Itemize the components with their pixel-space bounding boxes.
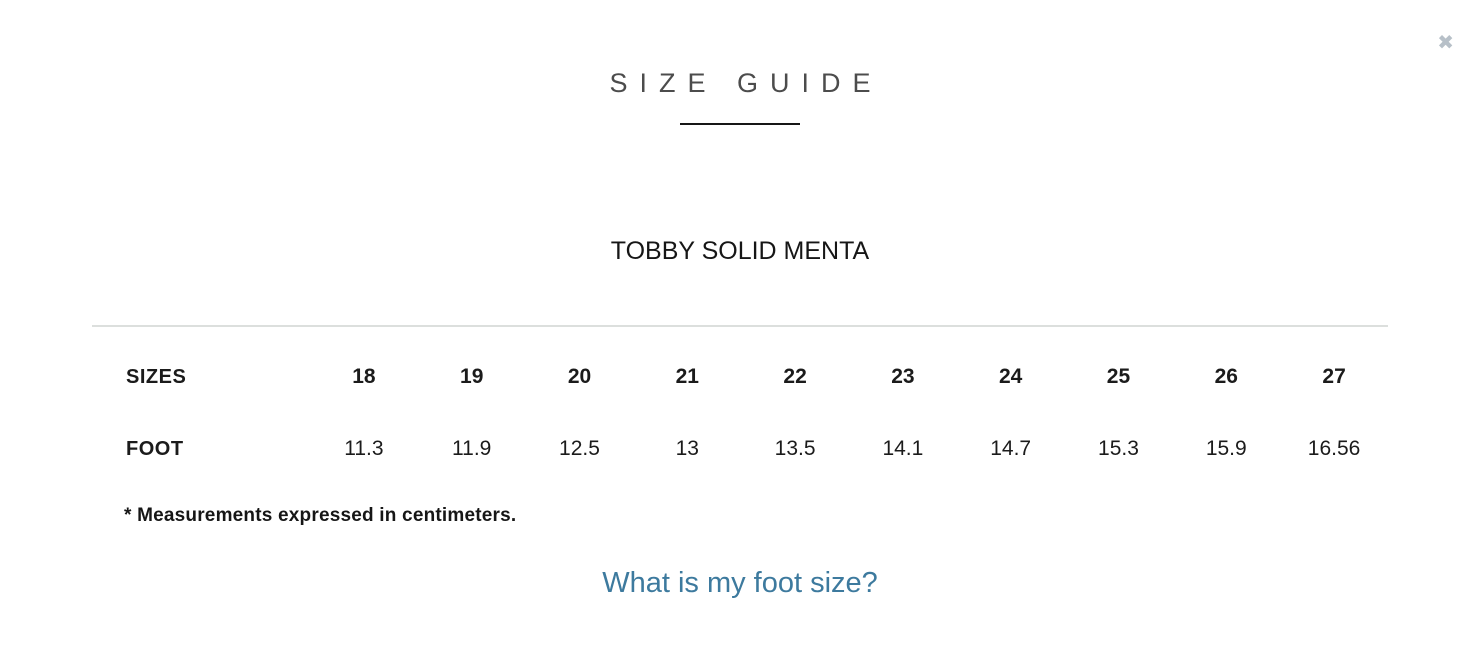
size-cell: 21 <box>675 365 699 388</box>
foot-cell: 14.7 <box>990 437 1032 460</box>
size-cell: 27 <box>1322 365 1346 388</box>
title-underline <box>680 123 800 125</box>
size-cell: 22 <box>783 365 807 388</box>
table-row-sizes: SIZES 18 19 20 21 22 23 24 25 26 27 <box>92 365 1388 389</box>
foot-cell: 11.3 <box>344 437 384 460</box>
foot-cell: 15.9 <box>1205 437 1247 460</box>
measurements-note: * Measurements expressed in centimeters. <box>124 505 517 526</box>
foot-cell: 13 <box>675 437 699 460</box>
close-icon[interactable]: ✖ <box>1437 32 1454 54</box>
dialog-title: SIZE GUIDE <box>609 68 883 98</box>
product-name: TOBBY SOLID MENTA <box>610 237 870 265</box>
size-cell: 19 <box>460 365 484 388</box>
size-cell: 26 <box>1214 365 1238 388</box>
size-cell: 20 <box>567 365 592 388</box>
size-cell: 23 <box>891 365 915 388</box>
foot-cell: 16.56 <box>1307 437 1361 460</box>
foot-size-link[interactable]: What is my foot size? <box>602 567 878 599</box>
table-top-divider <box>92 325 1388 327</box>
foot-cell: 13.5 <box>774 437 816 460</box>
foot-cell: 15.3 <box>1098 437 1139 460</box>
foot-cell: 11.9 <box>452 437 492 460</box>
size-cell: 18 <box>352 365 376 388</box>
size-cell: 24 <box>999 365 1023 388</box>
size-cell: 25 <box>1106 365 1131 388</box>
foot-cell: 14.1 <box>882 437 924 460</box>
row-label-sizes: SIZES <box>126 366 187 388</box>
size-table: SIZES 18 19 20 21 22 23 24 25 26 27 FOOT… <box>92 327 1388 461</box>
row-label-foot: FOOT <box>126 438 184 460</box>
table-row-foot: FOOT 11.3 11.9 12.5 13 13.5 14.1 14.7 15… <box>92 437 1388 461</box>
foot-cell: 12.5 <box>559 437 600 460</box>
